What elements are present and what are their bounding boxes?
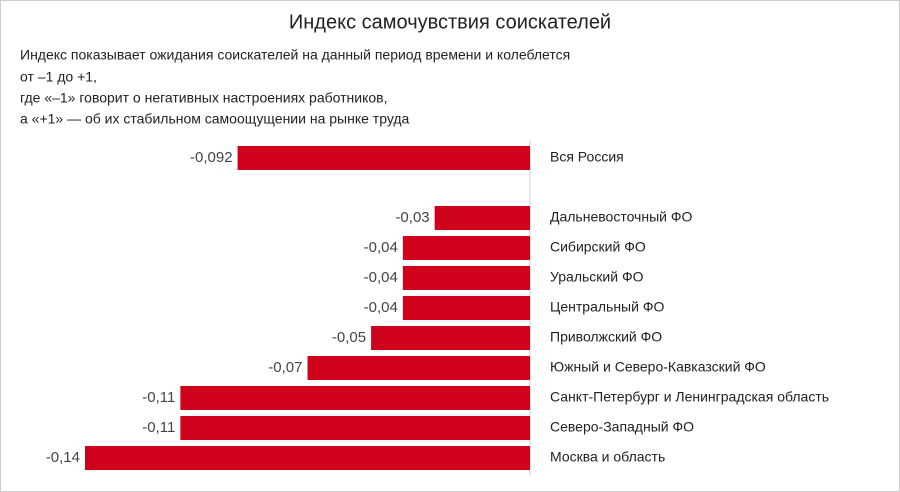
- bar: [402, 296, 530, 320]
- value-label: -0,04: [364, 269, 398, 286]
- subtitle: от –1 до +1,: [20, 69, 97, 85]
- value-label: -0,05: [332, 329, 366, 346]
- bar: [85, 446, 530, 470]
- category-label: Центральный ФО: [550, 299, 664, 315]
- value-label: -0,11: [142, 389, 175, 406]
- bar: [402, 266, 530, 290]
- category-label: Дальневосточный ФО: [550, 209, 692, 225]
- value-label: -0,04: [364, 299, 398, 316]
- value-label: -0,092: [190, 149, 233, 166]
- category-label: Южный и Северо-Кавказский ФО: [550, 359, 766, 375]
- subtitle: Индекс показывает ожидания соискателей н…: [20, 47, 570, 63]
- category-label: Санкт-Петербург и Ленинградская область: [550, 389, 829, 405]
- value-label: -0,03: [395, 209, 429, 226]
- category-label: Москва и область: [550, 449, 665, 465]
- bar: [402, 236, 530, 260]
- category-label: Вся Россия: [550, 149, 624, 165]
- value-label: -0,07: [268, 359, 302, 376]
- bar: [237, 146, 531, 170]
- bar: [371, 326, 530, 350]
- value-label: -0,14: [46, 449, 80, 466]
- category-label: Сибирский ФО: [550, 239, 646, 255]
- value-label: -0,11: [142, 419, 175, 436]
- category-label: Приволжский ФО: [550, 329, 662, 345]
- subtitle: где «–1» говорит о негативных настроения…: [20, 90, 387, 106]
- category-label: Уральский ФО: [550, 269, 644, 285]
- subtitle: а «+1» — об их стабильном самоощущении н…: [20, 111, 410, 127]
- bar: [180, 416, 530, 440]
- bar: [434, 206, 530, 230]
- bar: [180, 386, 530, 410]
- category-label: Северо-Западный ФО: [550, 419, 694, 435]
- value-label: -0,04: [364, 239, 398, 256]
- bar: [307, 356, 530, 380]
- chart-title: Индекс самочувствия соискателей: [289, 11, 611, 33]
